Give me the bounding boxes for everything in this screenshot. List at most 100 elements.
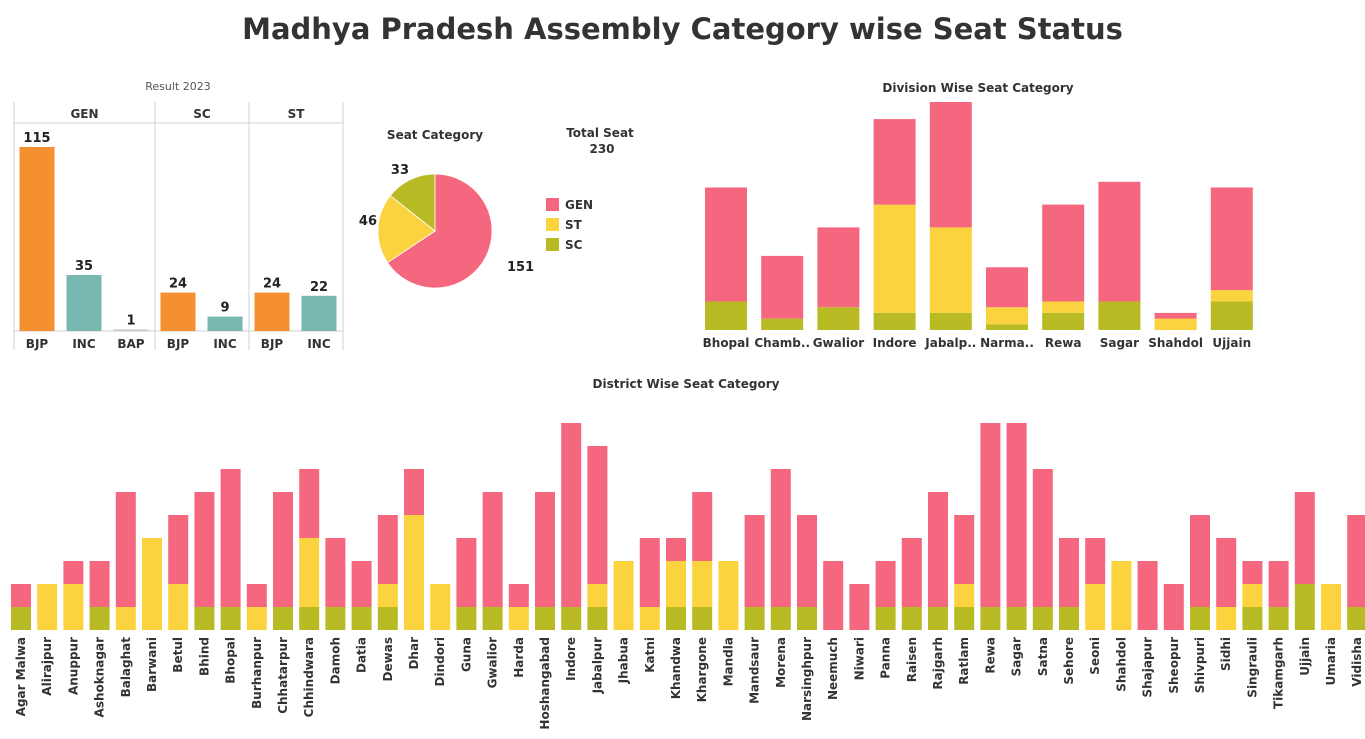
district-bar-sidhi-gen	[1216, 538, 1237, 607]
district-bar-rewa-gen	[980, 423, 1001, 607]
division-bar-ujjain-st	[1210, 290, 1253, 302]
result-data-label-sc-inc: 9	[220, 301, 229, 316]
district-bar-balaghat-gen	[115, 492, 136, 607]
district-axis-label-satna: Satna	[1036, 637, 1050, 676]
district-bar-agar-malwa-gen	[11, 584, 31, 607]
district-axis-label-dewas: Dewas	[381, 637, 395, 681]
result-bar-gen-bjp	[19, 147, 55, 331]
division-bar-chamb-gen	[761, 255, 804, 319]
district-axis-label-barwani: Barwani	[145, 637, 159, 692]
district-axis-label-indore: Indore	[564, 637, 578, 681]
district-bar-dewas-st	[377, 584, 398, 607]
result-data-label-st-bjp: 24	[263, 277, 281, 292]
district-axis-label-umaria: Umaria	[1324, 637, 1338, 685]
district-axis-label-agar-malwa: Agar Malwa	[14, 637, 28, 716]
division-axis-label-chamb: Chamb..	[754, 336, 810, 350]
district-axis-label-seoni: Seoni	[1088, 637, 1102, 675]
district-bar-sagar-gen	[1006, 423, 1027, 607]
district-axis-label-niwari: Niwari	[852, 637, 866, 680]
district-bar-katni-st	[639, 607, 660, 630]
district-bar-ratlam-gen	[954, 515, 975, 584]
district-bar-vidisha-gen	[1347, 515, 1365, 607]
result-group-label-gen: GEN	[70, 107, 98, 121]
district-bar-bhopal-gen	[220, 469, 241, 607]
district-bar-satna-sc	[1032, 607, 1053, 630]
district-bar-betul-st	[168, 584, 189, 630]
result-party-label-gen-inc: INC	[72, 337, 96, 351]
result-2023-chart: Result 2023 GEN 115 BJP 35 INC 1 BAP SC 24 BJP 9 INC…	[13, 80, 344, 351]
district-bar-burhanpur-st	[246, 607, 267, 630]
district-bar-datia-gen	[351, 561, 372, 607]
district-axis-label-singrauli: Singrauli	[1245, 637, 1259, 698]
division-bar-bhopal-gen	[705, 187, 747, 302]
district-bar-hoshangabad-sc	[535, 607, 555, 630]
district-bar-katni-gen	[639, 538, 660, 607]
district-bar-chhindwara-sc	[299, 607, 320, 630]
district-bar-harda-gen	[508, 584, 529, 607]
result-data-label-st-inc: 22	[310, 280, 328, 295]
legend-swatch-sc	[546, 238, 559, 251]
district-bar-balaghat-st	[115, 607, 136, 630]
division-bar-indore-sc	[873, 312, 916, 330]
pie-slice-st	[377, 195, 436, 264]
district-axis-label-katni: Katni	[643, 637, 657, 673]
district-axis-label-sagar: Sagar	[1010, 637, 1024, 676]
legend-swatch-st	[546, 218, 559, 231]
district-bar-datia-sc	[351, 607, 372, 630]
legend-swatch-gen	[546, 198, 559, 211]
district-bar-chhindwara-gen	[299, 469, 320, 538]
result-data-label-sc-bjp: 24	[169, 277, 187, 292]
district-bar-sehore-sc	[1059, 607, 1079, 630]
district-bar-narsinghpur-gen	[797, 515, 817, 607]
district-bar-sheopur-gen	[1163, 584, 1184, 630]
district-axis-label-raisen: Raisen	[905, 637, 919, 682]
district-bar-narsinghpur-sc	[797, 607, 817, 630]
division-bar-gwalior-sc	[817, 307, 860, 330]
district-axis-label-sheopur: Sheopur	[1167, 637, 1181, 694]
total-seat-value: 230	[589, 142, 614, 156]
district-bar-rewa-sc	[980, 607, 1001, 630]
district-axis-label-harda: Harda	[512, 637, 526, 678]
district-bar-khandwa-gen	[666, 538, 686, 561]
district-bar-singrauli-gen	[1242, 561, 1263, 584]
district-bar-anuppur-st	[63, 584, 84, 630]
district-axis-label-ujjain: Ujjain	[1298, 637, 1312, 676]
total-seat-label: Total Seat	[566, 126, 634, 140]
result-party-label-sc-inc: INC	[213, 337, 237, 351]
district-bar-ashoknagar-sc	[89, 607, 110, 630]
district-bar-tikamgarh-sc	[1268, 607, 1289, 630]
district-axis-label-betul: Betul	[171, 637, 185, 673]
division-bar-rewa-sc	[1042, 312, 1085, 330]
legend-label-st: ST	[565, 218, 583, 232]
result-bar-gen-inc	[66, 275, 102, 331]
district-axis-label-damoh: Damoh	[328, 637, 342, 684]
district-axis-label-tikamgarh: Tikamgarh	[1272, 637, 1286, 709]
district-bar-guna-gen	[456, 538, 477, 607]
district-bar-khandwa-st	[666, 561, 686, 607]
district-bar-hoshangabad-gen	[535, 492, 555, 607]
district-bar-niwari-gen	[849, 584, 870, 630]
division-axis-label-sagar: Sagar	[1100, 336, 1139, 350]
district-bar-singrauli-sc	[1242, 607, 1263, 630]
district-bar-gwalior-sc	[482, 607, 503, 630]
division-bar-gwalior-gen	[817, 227, 860, 308]
division-bar-rewa-gen	[1042, 204, 1085, 302]
district-axis-label-balaghat: Balaghat	[119, 637, 133, 698]
division-axis-label-shahdol: Shahdol	[1148, 336, 1203, 350]
district-bar-morena-gen	[770, 469, 791, 607]
district-bar-panna-gen	[875, 561, 896, 607]
pie-chart-title: Seat Category	[387, 128, 483, 142]
division-bar-ujjain-gen	[1210, 187, 1253, 291]
district-bar-khandwa-sc	[666, 607, 686, 630]
district-bar-rajgarh-gen	[928, 492, 948, 607]
district-bar-mandla-st	[718, 561, 739, 630]
district-bar-shivpuri-sc	[1190, 607, 1210, 630]
result-party-label-gen-bap: BAP	[117, 337, 144, 351]
district-axis-label-hoshangabad: Hoshangabad	[538, 637, 552, 730]
district-bar-dhar-gen	[404, 469, 424, 515]
district-bar-ujjain-gen	[1294, 492, 1315, 584]
district-bar-vidisha-sc	[1347, 607, 1365, 630]
district-axis-label-bhind: Bhind	[197, 637, 211, 676]
division-axis-label-bhopal: Bhopal	[703, 336, 750, 350]
district-bar-shivpuri-gen	[1190, 515, 1210, 607]
